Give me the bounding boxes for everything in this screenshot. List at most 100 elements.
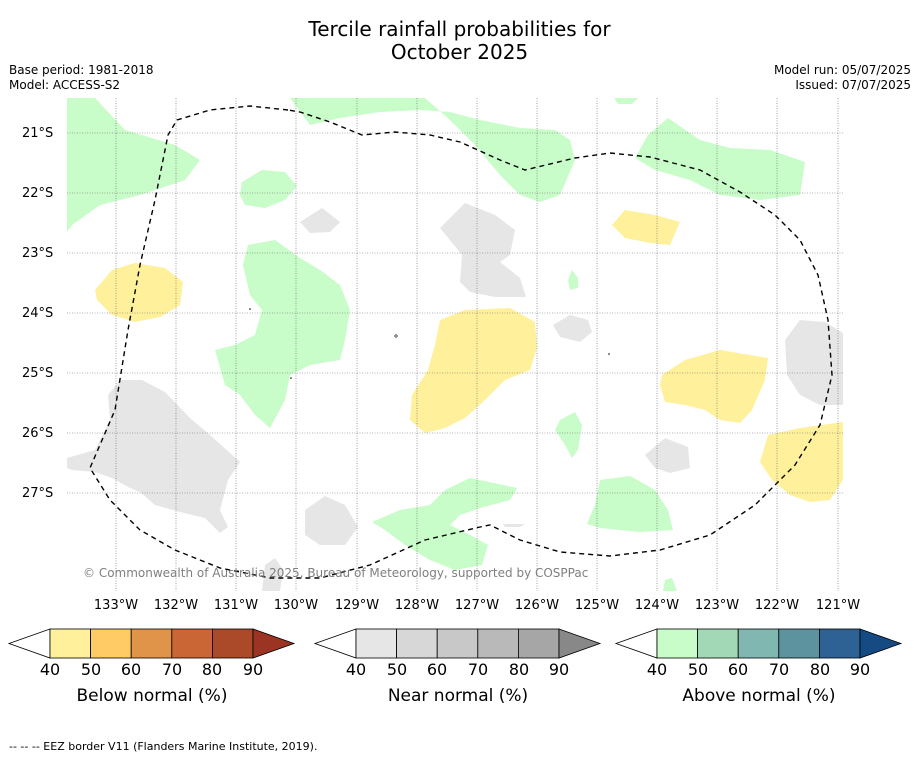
near-normal-region-small-south xyxy=(503,524,525,527)
near-normal-colorbar xyxy=(313,628,602,659)
above-colorbar-bin xyxy=(697,628,739,659)
near-tick-60: 60 xyxy=(426,660,448,679)
below-tick-40: 40 xyxy=(39,660,61,679)
lat-label-21s: 21°S xyxy=(22,126,54,141)
island-marker xyxy=(249,308,251,310)
near-normal-label: Near normal (%) xyxy=(387,686,529,706)
below-normal-region-north-east xyxy=(612,210,680,245)
near-normal-region-east xyxy=(785,320,843,405)
below-tick-90: 90 xyxy=(242,660,264,679)
above-normal-region-southwest xyxy=(372,478,517,570)
lon-label-132w: 132°W xyxy=(153,598,199,613)
map-regions xyxy=(67,98,843,591)
below-normal-label: Below normal (%) xyxy=(76,686,228,706)
below-colorbar-bin xyxy=(171,628,213,659)
lon-label-131w: 131°W xyxy=(213,598,259,613)
below-tick-60: 60 xyxy=(120,660,142,679)
above-tick-90: 90 xyxy=(849,660,871,679)
above-normal-region-south-center xyxy=(555,412,582,458)
lat-label-27s: 27°S xyxy=(22,486,54,501)
near-colorbar-bin xyxy=(477,628,519,659)
model-run: Model run: 05/07/2025 xyxy=(773,63,911,77)
above-normal-region-ne xyxy=(635,118,805,200)
island-marker-west xyxy=(290,377,292,379)
above-normal-region-small-west xyxy=(240,170,297,208)
below-normal-region-west xyxy=(95,263,183,322)
near-tick-50: 50 xyxy=(386,660,408,679)
above-colorbar-bin xyxy=(819,628,861,659)
base-period-info: Base period: 1981-2018 Model: ACCESS-S2 xyxy=(9,63,154,93)
near-normal-regions xyxy=(67,203,843,591)
above-colorbar-low-extension xyxy=(614,628,658,659)
above-normal-region-southeast xyxy=(587,476,673,532)
above-colorbar-high-extension xyxy=(859,628,903,659)
lon-label-125w: 125°W xyxy=(574,598,620,613)
eez-footnote: -- -- -- EEZ border V11 (Flanders Marine… xyxy=(9,740,318,753)
below-normal-region-east xyxy=(660,350,768,423)
near-normal-region-southwest xyxy=(305,496,358,545)
island-marker-ring xyxy=(394,334,398,338)
above-tick-50: 50 xyxy=(687,660,709,679)
below-colorbar-bin xyxy=(211,628,254,659)
above-tick-70: 70 xyxy=(768,660,790,679)
near-normal-region-west xyxy=(67,380,240,533)
lon-label-129w: 129°W xyxy=(334,598,380,613)
above-tick-40: 40 xyxy=(646,660,668,679)
title-line-2: October 2025 xyxy=(390,40,529,64)
lat-label-22s: 22°S xyxy=(22,186,54,201)
near-tick-40: 40 xyxy=(345,660,367,679)
above-normal-colorbar xyxy=(614,628,903,659)
copyright-notice: © Commonwealth of Australia 2025, Bureau… xyxy=(83,566,589,580)
lat-label-24s: 24°S xyxy=(22,306,54,321)
above-normal-label: Above normal (%) xyxy=(682,686,836,706)
near-normal-region-small xyxy=(300,208,340,233)
lat-label-25s: 25°S xyxy=(22,366,54,381)
lon-label-128w: 128°W xyxy=(394,598,440,613)
colorbars xyxy=(7,628,903,659)
near-colorbar-bin xyxy=(355,628,397,659)
below-normal-region-southeast xyxy=(760,422,843,502)
map-title: Tercile rainfall probabilities for Octob… xyxy=(0,18,919,64)
near-colorbar-bin xyxy=(396,628,438,659)
above-normal-region-small-center xyxy=(568,270,578,290)
above-normal-region-south-edge xyxy=(663,578,677,591)
below-colorbar-bin xyxy=(130,628,173,659)
below-tick-80: 80 xyxy=(201,660,223,679)
base-period: Base period: 1981-2018 xyxy=(9,63,154,77)
lon-label-121w: 121°W xyxy=(815,598,861,613)
below-colorbar-bin xyxy=(49,628,91,659)
near-tick-90: 90 xyxy=(548,660,570,679)
near-normal-region-small-east xyxy=(645,438,690,473)
near-normal-region-south-edge xyxy=(262,558,283,591)
below-colorbar-low-extension xyxy=(7,628,51,659)
lon-label-124w: 124°W xyxy=(634,598,680,613)
above-normal-region-top-ne xyxy=(614,98,638,104)
below-tick-70: 70 xyxy=(161,660,183,679)
lon-label-126w: 126°W xyxy=(514,598,560,613)
above-normal-region-nw xyxy=(67,98,200,232)
above-normal-region-north xyxy=(290,98,575,202)
above-colorbar-bin xyxy=(737,628,780,659)
near-normal-region-north-center xyxy=(440,203,526,297)
above-normal-region-central-west xyxy=(215,240,350,428)
near-colorbar-bin xyxy=(518,628,560,659)
lon-label-127w: 127°W xyxy=(454,598,500,613)
graticule xyxy=(67,98,843,591)
below-normal-colorbar xyxy=(7,628,296,659)
near-tick-70: 70 xyxy=(467,660,489,679)
below-tick-50: 50 xyxy=(80,660,102,679)
above-tick-80: 80 xyxy=(809,660,831,679)
island-marker-east xyxy=(608,353,610,355)
below-colorbar-bin xyxy=(90,628,132,659)
issued-date: Issued: 07/07/2025 xyxy=(795,78,911,92)
lon-label-133w: 133°W xyxy=(93,598,139,613)
near-colorbar-high-extension xyxy=(558,628,602,659)
run-info: Model run: 05/07/2025 Issued: 07/07/2025 xyxy=(774,63,911,93)
above-colorbar-bin xyxy=(778,628,820,659)
lat-label-23s: 23°S xyxy=(22,246,54,261)
near-colorbar-bin xyxy=(436,628,479,659)
model-name: Model: ACCESS-S2 xyxy=(9,78,121,92)
near-tick-80: 80 xyxy=(508,660,530,679)
above-normal-regions xyxy=(67,98,805,591)
